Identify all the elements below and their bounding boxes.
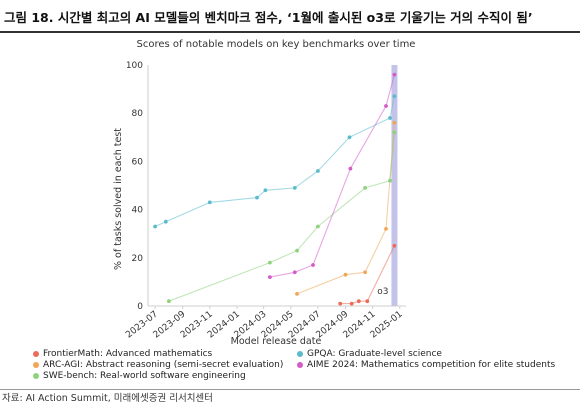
data-point	[392, 120, 397, 125]
data-point	[207, 200, 212, 205]
data-point	[384, 227, 388, 231]
legend-swatch	[297, 362, 303, 368]
legend-swatch	[33, 351, 39, 357]
series-2	[167, 130, 397, 304]
legend-label: GPQA: Graduate-level science	[307, 349, 442, 359]
data-point	[392, 243, 397, 248]
benchmark-chart: Scores of notable models on key benchmar…	[113, 39, 416, 347]
chart-axes: 0204060801002023-072023-092023-112024-01…	[124, 61, 406, 341]
chart-title: Scores of notable models on key benchmar…	[137, 39, 416, 50]
data-point	[295, 248, 299, 253]
figure-title: 그림 18. 시간별 최고의 AI 모델들의 벤치마크 점수, ‘1월에 출시된…	[4, 10, 533, 25]
data-point	[392, 94, 397, 99]
data-point	[338, 301, 343, 306]
legend-swatch	[33, 373, 39, 379]
data-point	[316, 169, 320, 173]
legend-item: GPQA: Graduate-level science	[297, 349, 442, 359]
data-point	[255, 195, 259, 200]
legend-label: ARC-AGI: Abstract reasoning (semi-secret…	[43, 360, 284, 370]
legend-label: AIME 2024: Mathematics competition for e…	[307, 360, 556, 370]
title-divider	[0, 31, 580, 33]
legend-label: SWE-bench: Real-world software engineeri…	[43, 371, 246, 381]
legend-swatch	[33, 362, 39, 368]
chart-series	[153, 72, 397, 306]
data-point	[392, 72, 397, 77]
series-line	[154, 96, 395, 228]
data-point	[365, 299, 370, 304]
y-tick-label: 40	[132, 206, 144, 216]
data-point	[292, 186, 297, 190]
data-point	[268, 275, 272, 279]
source-note: 자료: AI Action Summit, 미래에셋증권 리서치센터	[2, 393, 213, 404]
legend-item: AIME 2024: Mathematics competition for e…	[297, 360, 555, 370]
data-point	[363, 270, 367, 275]
data-point	[343, 272, 348, 277]
series-line	[168, 132, 395, 302]
data-point	[384, 104, 388, 108]
data-point	[347, 135, 352, 140]
legend-item: SWE-bench: Real-world software engineeri…	[33, 371, 246, 381]
source-divider	[0, 389, 580, 390]
data-point	[356, 299, 361, 304]
data-point	[349, 301, 354, 306]
data-point	[263, 188, 268, 193]
data-point	[153, 224, 158, 229]
data-point	[363, 186, 367, 190]
o3-band	[391, 65, 398, 306]
legend-item: ARC-AGI: Abstract reasoning (semi-secret…	[33, 360, 283, 370]
data-point	[388, 116, 392, 120]
o3-label: o3	[377, 287, 388, 297]
o3-highlight: o3	[377, 65, 398, 306]
legend-label: FrontierMath: Advanced mathematics	[43, 349, 213, 359]
series-0	[338, 243, 397, 306]
series-3	[153, 94, 397, 229]
x-axis-label: Model release date	[231, 336, 322, 347]
series-4	[268, 72, 397, 279]
legend-swatch	[297, 351, 303, 357]
series-line	[269, 74, 395, 278]
data-point	[268, 260, 272, 265]
y-axis-label: % of tasks solved in each test	[113, 128, 124, 270]
data-point	[163, 219, 168, 224]
data-point	[388, 178, 392, 183]
y-tick-label: 60	[132, 157, 144, 167]
data-point	[295, 292, 299, 296]
y-tick-label: 100	[126, 61, 143, 71]
series-1	[295, 120, 397, 296]
data-point	[316, 224, 320, 229]
data-point	[392, 130, 397, 135]
y-tick-label: 0	[137, 302, 143, 312]
series-line	[296, 122, 395, 295]
data-point	[311, 263, 315, 267]
y-tick-label: 20	[132, 254, 144, 264]
legend-item: FrontierMath: Advanced mathematics	[33, 349, 212, 359]
data-point	[348, 166, 353, 171]
data-point	[167, 299, 171, 304]
y-tick-label: 80	[132, 109, 144, 119]
data-point	[292, 270, 297, 275]
